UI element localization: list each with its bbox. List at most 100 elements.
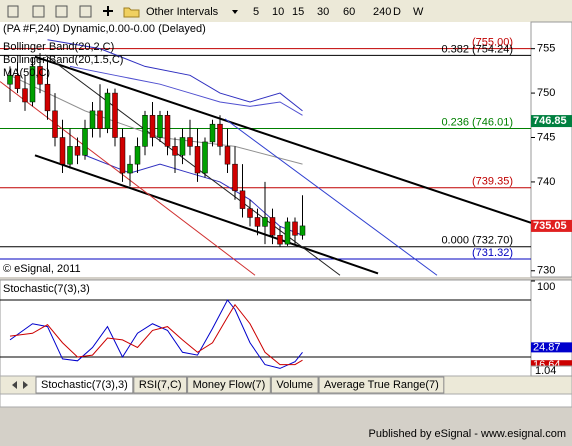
candle-body [194,146,201,174]
candle-body [67,146,73,165]
toolbar-icons [7,5,238,18]
trend-line [34,154,379,275]
icon[interactable] [7,5,19,18]
y-tick-label: 730 [537,265,555,277]
interval-button[interactable]: 15 [292,6,304,18]
candle-body [224,146,231,165]
candle-body [82,128,88,156]
interval-button[interactable]: 240 [373,6,391,18]
status-bar [0,425,572,441]
volume-readout-box [530,365,572,377]
trend-line [0,81,256,276]
level-label: 0.000 (732.70) [441,235,513,247]
candle-body [37,66,43,85]
tab-box [187,376,271,394]
candle-body [157,115,163,138]
candle-body [284,221,291,245]
candle-body [14,75,21,89]
price-axis [530,21,572,278]
candle-body [239,190,246,209]
level-label: (731.32) [472,247,513,259]
level-label: (739.35) [472,176,513,188]
candle-body [269,217,276,236]
interval-button[interactable]: D [393,6,401,18]
candle-body [119,137,126,174]
candle-body [202,141,208,174]
candle-body [187,137,193,147]
price-marker: 746.85 [533,115,567,127]
tab-box [35,376,134,394]
candle-body [247,208,253,218]
stochastic-title: Stochastic(7(3),3) [3,283,90,295]
candle-body [127,163,133,174]
candle-body [22,88,28,103]
candle-body [7,75,13,85]
overlay-line [69,65,303,116]
icon[interactable] [79,5,92,18]
legend-entry: Bollinger Band(20,2,C) [3,41,114,53]
candle-body [97,110,103,129]
tabs: Stochastic(7(3),3) RSI(7,C) Money Flow(7) V… [35,376,445,394]
tab-box [318,376,445,394]
stochastic-line [9,303,303,366]
scroll-right[interactable] [23,381,28,389]
candle-body [209,123,216,143]
trend-line [34,55,531,224]
footer: Published by eSignal - www.esignal.com [369,428,567,440]
price-marker-box [531,115,572,128]
interval-button[interactable]: 60 [343,6,355,18]
candle-body [59,137,66,165]
interval-button[interactable]: 30 [317,6,329,18]
interval-menu[interactable]: Other Intervals [146,6,219,18]
legend-entry: Bollinger Band(20,1.5,C) [3,54,123,66]
tab-label[interactable]: Volume [276,379,313,391]
candle-body [217,123,223,147]
icon[interactable] [55,5,68,18]
tab-box [133,376,188,394]
y-tick-label: 745 [537,131,555,143]
icon[interactable] [32,5,45,18]
candle-body [149,115,156,138]
tab-label[interactable]: RSI(7,C) [139,379,182,391]
interval-button[interactable]: W [413,6,424,18]
tab-label[interactable]: Money Flow(7) [193,379,266,391]
candle-body [299,225,306,236]
stochastic-axis [530,279,572,377]
candle-body [164,115,171,147]
interval-button[interactable]: 10 [272,6,284,18]
interval-button[interactable]: 5 [253,6,259,18]
stochastic-plot [0,299,531,369]
price-plot [0,39,531,276]
price-title: (PA #F,240) Dynamic,0.00-0.00 (Delayed) [3,23,206,35]
scroll-left[interactable] [12,381,17,389]
legend-entry: MA(50,C) [3,67,50,79]
y-tick-label: 755 [537,43,555,55]
level-label: 0.382 (754.24) [441,43,513,55]
candle-body [179,137,186,156]
candle-body [262,217,268,227]
candle-body [74,146,81,156]
toolbar [0,0,572,22]
watermark: © eSignal, 2011 [3,263,81,275]
icon[interactable] [123,7,140,18]
tab-box [270,376,319,394]
y-tick-label: 740 [537,176,555,188]
value-marker-box [531,342,572,353]
tab-label[interactable]: Average True Range(7) [324,379,439,391]
y-tick-label: 750 [537,87,555,99]
candle-body [52,110,58,138]
candle-body [254,217,261,227]
tab-label[interactable]: Stochastic(7(3),3) [41,379,128,391]
candle-body [89,110,96,129]
candle-body [142,115,148,147]
level-label: 0.236 (746.01) [441,116,513,128]
candle-body [134,146,141,165]
candle-body [277,234,283,245]
y-tick-label: 100 [537,281,555,293]
candle-body [292,221,298,236]
icon[interactable] [103,6,113,16]
dropdown-arrow[interactable] [232,10,238,14]
candle-body [112,92,118,138]
value-marker-box [531,360,572,371]
